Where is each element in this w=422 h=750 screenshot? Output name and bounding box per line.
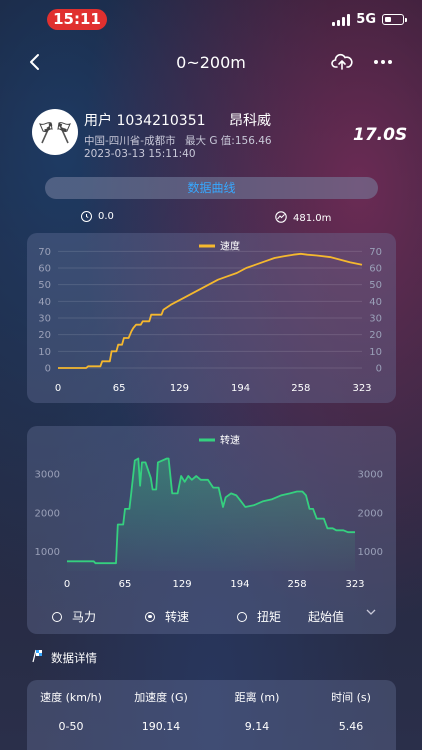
y-tick-label-left: 3000 — [35, 470, 60, 481]
x-tick-label: 258 — [287, 579, 306, 590]
radio-rpm[interactable]: 转速 — [145, 608, 237, 625]
x-tick-label: 323 — [352, 383, 371, 394]
legend-label: 转速 — [220, 434, 240, 447]
y-tick-label-left: 2000 — [35, 508, 60, 519]
y-tick-label-left: 20 — [38, 330, 51, 341]
x-tick-label: 0 — [55, 383, 61, 394]
status-indicators: 5G — [332, 12, 407, 27]
x-tick-label: 194 — [231, 383, 250, 394]
page-title: 0~200m — [176, 53, 246, 72]
checkered-flag-icon — [32, 109, 78, 155]
record-datetime: 2023-03-13 15:11:40 — [84, 148, 196, 160]
x-tick-label: 194 — [230, 579, 249, 590]
data-curve-button[interactable]: 数据曲线 — [45, 177, 378, 199]
radio-torque[interactable]: 扭矩 — [237, 608, 308, 625]
more-icon[interactable] — [373, 52, 393, 77]
metric-radio-group: 马力 转速 扭矩 起始值 — [52, 608, 344, 625]
y-tick-label-left: 40 — [38, 297, 51, 308]
table-cell: 190.14 — [141, 720, 181, 733]
y-tick-label-right: 1000 — [358, 547, 383, 558]
x-tick-label: 65 — [119, 579, 132, 590]
y-tick-label-left: 10 — [38, 347, 51, 358]
y-tick-label-left: 70 — [38, 247, 51, 258]
y-tick-label-right: 0 — [376, 364, 382, 375]
x-tick-label: 129 — [172, 579, 191, 590]
table-header: 速度 (km/h) — [40, 691, 102, 704]
table-cell: 9.14 — [244, 720, 270, 733]
series-area-fill — [67, 458, 355, 571]
radio-label: 扭矩 — [257, 610, 282, 624]
series-line-转速 — [67, 457, 355, 565]
rpm-chart-panel: 1000 1000 2000 2000 3000 3000 0 65 129 194 258 323 转… — [27, 426, 396, 634]
radio-circle[interactable] — [237, 611, 247, 622]
y-tick-label-left: 50 — [38, 280, 51, 291]
y-tick-label-right: 2000 — [358, 508, 383, 519]
stat-left: 0.0 — [81, 211, 114, 222]
y-tick-label-right: 10 — [369, 347, 382, 358]
y-tick-label-right: 20 — [369, 330, 382, 341]
distance-icon — [275, 211, 287, 226]
radio-label: 转速 — [165, 610, 190, 624]
table-header: 距离 (m) — [234, 691, 280, 704]
rpm-chart: 1000 1000 2000 2000 3000 3000 0 65 129 194 258 323 转… — [35, 434, 383, 591]
flag-icon — [31, 649, 45, 666]
stat-right-value: 481.0m — [293, 213, 332, 224]
x-tick-label: 258 — [291, 383, 310, 394]
legend-label: 速度 — [220, 240, 240, 253]
x-tick-label: 65 — [113, 383, 126, 394]
total-time: 17.0S — [353, 125, 408, 145]
stat-right: 481.0m — [275, 211, 331, 226]
radio-circle[interactable] — [52, 611, 62, 622]
max-g-value: 最大 G 值:156.46 — [185, 135, 272, 147]
series-line-速度 — [58, 252, 363, 369]
radio-circle-selected[interactable] — [145, 611, 155, 622]
x-tick-label: 0 — [64, 579, 70, 590]
y-tick-label-right: 3000 — [358, 470, 383, 481]
y-tick-label-right: 60 — [369, 264, 382, 275]
user-name: 用户 1034210351 — [84, 113, 206, 129]
chevron-down-icon[interactable] — [365, 606, 377, 620]
details-table: 速度 (km/h) 加速度 (G) 距离 (m) 时间 (s) 0-50 190… — [27, 680, 396, 750]
table-cell: 0-50 — [58, 720, 84, 733]
status-time: 15:11 — [47, 9, 107, 30]
y-tick-label-right: 50 — [369, 280, 382, 291]
radio-horsepower[interactable]: 马力 — [52, 608, 145, 625]
radio-label: 马力 — [72, 610, 97, 624]
y-tick-label-left: 30 — [38, 314, 51, 325]
table-cell: 5.46 — [338, 720, 364, 733]
y-tick-label-right: 70 — [369, 247, 382, 258]
speed-chart-panel: 0 0 10 10 20 20 30 30 40 40 50 50 60 60 70 70 0 65 129 194 2… — [27, 233, 396, 403]
y-tick-label-left: 1000 — [35, 547, 60, 558]
table-header: 加速度 (G) — [134, 691, 188, 704]
y-tick-label-right: 30 — [369, 314, 382, 325]
back-arrow-icon[interactable] — [28, 52, 48, 72]
cloud-upload-icon[interactable] — [331, 51, 353, 75]
x-tick-label: 323 — [345, 579, 364, 590]
table-header: 时间 (s) — [331, 691, 371, 704]
signal-icon — [332, 13, 351, 26]
stat-left-value: 0.0 — [98, 211, 114, 222]
user-region: 中国-四川省-成都市 — [84, 135, 176, 147]
car-model: 昂科威 — [229, 113, 271, 129]
start-value-dropdown[interactable]: 起始值 — [308, 610, 345, 624]
x-tick-label: 129 — [170, 383, 189, 394]
y-tick-label-left: 60 — [38, 264, 51, 275]
battery-icon — [382, 14, 407, 25]
y-tick-label-right: 40 — [369, 297, 382, 308]
network-type: 5G — [356, 12, 376, 27]
data-details-title: 数据详情 — [51, 650, 97, 665]
clock-icon — [81, 211, 92, 222]
y-tick-label-left: 0 — [45, 364, 51, 375]
data-details-header: 数据详情 — [31, 649, 97, 666]
